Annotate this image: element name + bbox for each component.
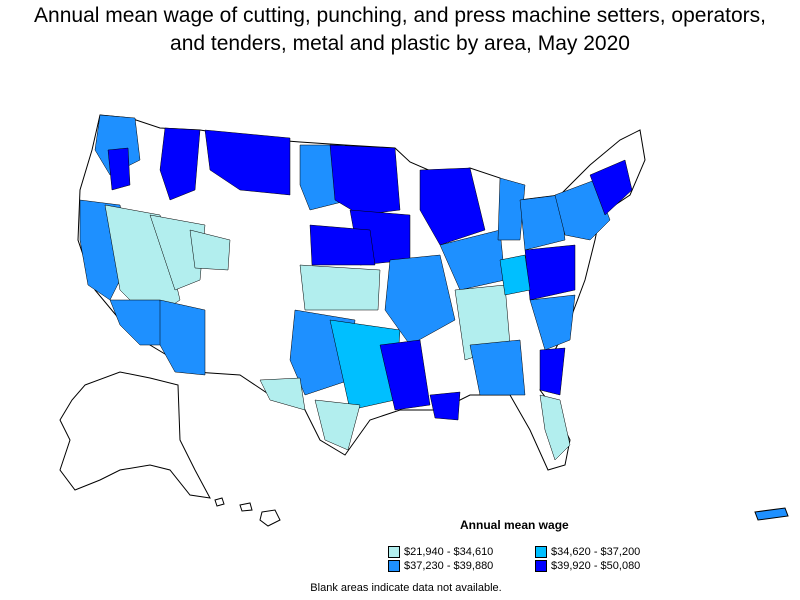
legend-item-4: $39,920 - $50,080	[535, 560, 640, 572]
area-region	[107, 147, 131, 191]
footnote: Blank areas indicate data not available.	[310, 582, 502, 594]
legend-item-2: $34,620 - $37,200	[535, 546, 640, 558]
area-region	[384, 254, 456, 346]
legend-swatch-2	[535, 546, 547, 558]
area-region	[309, 224, 376, 266]
legend-item-1: $21,940 - $34,610	[388, 546, 493, 558]
area-region	[299, 264, 381, 311]
area-region	[429, 391, 461, 421]
legend-swatch-4	[535, 560, 547, 572]
area-region	[589, 159, 633, 216]
area-region	[204, 129, 291, 196]
map-title-line-2: and tenders, metal and plastic by area, …	[170, 32, 630, 55]
area-region	[189, 229, 231, 271]
area-region	[519, 194, 566, 251]
legend-label-3: $37,230 - $39,880	[404, 560, 494, 572]
alaska-outline	[59, 371, 211, 499]
area-region	[159, 299, 206, 376]
area-region	[379, 339, 431, 411]
area-region	[554, 179, 611, 241]
area-region	[159, 127, 201, 201]
area-region	[109, 299, 166, 346]
hawaii-islands	[214, 497, 281, 527]
puerto-rico-outline	[754, 507, 789, 521]
legend-label-4: $39,920 - $50,080	[551, 560, 641, 572]
legend-title: Annual mean wage	[460, 518, 569, 532]
legend-label-2: $34,620 - $37,200	[551, 546, 641, 558]
legend-swatch-3	[388, 560, 400, 572]
legend-swatch-1	[388, 546, 400, 558]
area-region	[469, 339, 526, 396]
area-region	[539, 394, 571, 461]
area-region	[314, 399, 361, 451]
area-region	[539, 347, 566, 396]
map-title: Annual mean wage of cutting, punching, a…	[0, 2, 800, 58]
area-region	[499, 254, 531, 296]
area-region	[259, 377, 306, 411]
area-region	[524, 244, 576, 301]
legend-item-3: $37,230 - $39,880	[388, 560, 493, 572]
area-region	[419, 167, 486, 246]
map-title-line-1: Annual mean wage of cutting, punching, a…	[34, 4, 766, 27]
legend-label-1: $21,940 - $34,610	[404, 546, 494, 558]
area-region	[529, 294, 576, 351]
area-regions	[79, 114, 633, 461]
area-region	[497, 177, 526, 241]
